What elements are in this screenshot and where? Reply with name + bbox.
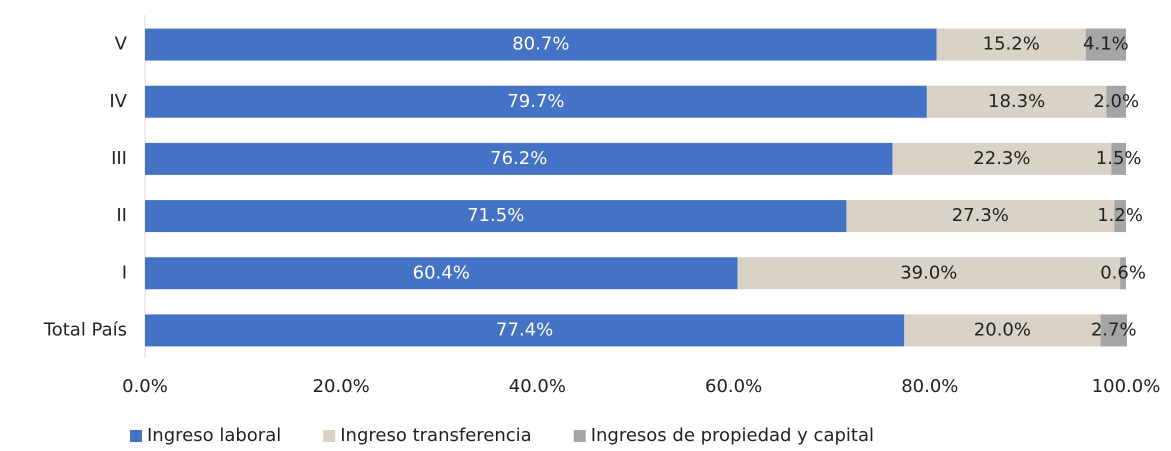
- x-tick-label: 80.0%: [901, 376, 958, 397]
- data-label: 79.7%: [507, 91, 564, 112]
- legend-label: Ingresos de propiedad y capital: [591, 425, 874, 446]
- bar-segment: [1114, 200, 1126, 233]
- data-label: 1.5%: [1096, 148, 1142, 169]
- bar-segment: [1111, 142, 1126, 175]
- data-label: 76.2%: [490, 148, 547, 169]
- data-label: 22.3%: [973, 148, 1030, 169]
- data-label: 18.3%: [988, 91, 1045, 112]
- bar-segment: [1100, 314, 1127, 347]
- bar-segment: [1120, 257, 1126, 290]
- legend-label: Ingreso laboral: [147, 425, 281, 446]
- y-tick-label: IV: [109, 91, 127, 112]
- x-tick-label: 40.0%: [509, 376, 566, 397]
- data-label: 2.0%: [1093, 91, 1139, 112]
- x-tick-label: 0.0%: [122, 376, 168, 397]
- y-tick-label: I: [122, 262, 127, 283]
- legend-swatch: [130, 430, 142, 442]
- bar-segment: [145, 200, 847, 233]
- bar-segment: [936, 28, 1086, 61]
- data-label: 77.4%: [496, 319, 553, 340]
- bar-segment: [145, 142, 893, 175]
- data-label: 15.2%: [983, 34, 1040, 55]
- legend-label: Ingreso transferencia: [340, 425, 531, 446]
- bar-segment: [145, 314, 905, 347]
- data-label: 27.3%: [952, 205, 1009, 226]
- y-tick-label: Total País: [43, 319, 127, 340]
- bar-segment: [737, 257, 1121, 290]
- x-tick-label: 60.0%: [705, 376, 762, 397]
- bar-segment: [892, 142, 1112, 175]
- bar-segment: [904, 314, 1101, 347]
- y-tick-label: III: [111, 148, 127, 169]
- y-tick-label: V: [115, 34, 128, 55]
- x-tick-label: 20.0%: [313, 376, 370, 397]
- data-label: 60.4%: [413, 262, 470, 283]
- x-tick-label: 100.0%: [1092, 376, 1161, 397]
- data-label: 2.7%: [1091, 319, 1137, 340]
- data-label: 71.5%: [467, 205, 524, 226]
- bar-segment: [145, 85, 927, 118]
- data-label: 4.1%: [1083, 34, 1129, 55]
- legend-swatch: [573, 430, 586, 442]
- data-label: 0.6%: [1100, 262, 1146, 283]
- data-label: 1.2%: [1097, 205, 1143, 226]
- bar-segment: [1106, 85, 1126, 118]
- data-label: 80.7%: [512, 34, 569, 55]
- data-label: 20.0%: [974, 319, 1031, 340]
- legend-swatch: [323, 430, 336, 442]
- y-tick-label: II: [116, 205, 127, 226]
- bar-segment: [145, 257, 738, 290]
- bar-segment: [846, 200, 1115, 233]
- bar-segment: [1085, 28, 1126, 61]
- bar-segment: [926, 85, 1107, 118]
- bar-segment: [145, 28, 937, 61]
- data-label: 39.0%: [900, 262, 957, 283]
